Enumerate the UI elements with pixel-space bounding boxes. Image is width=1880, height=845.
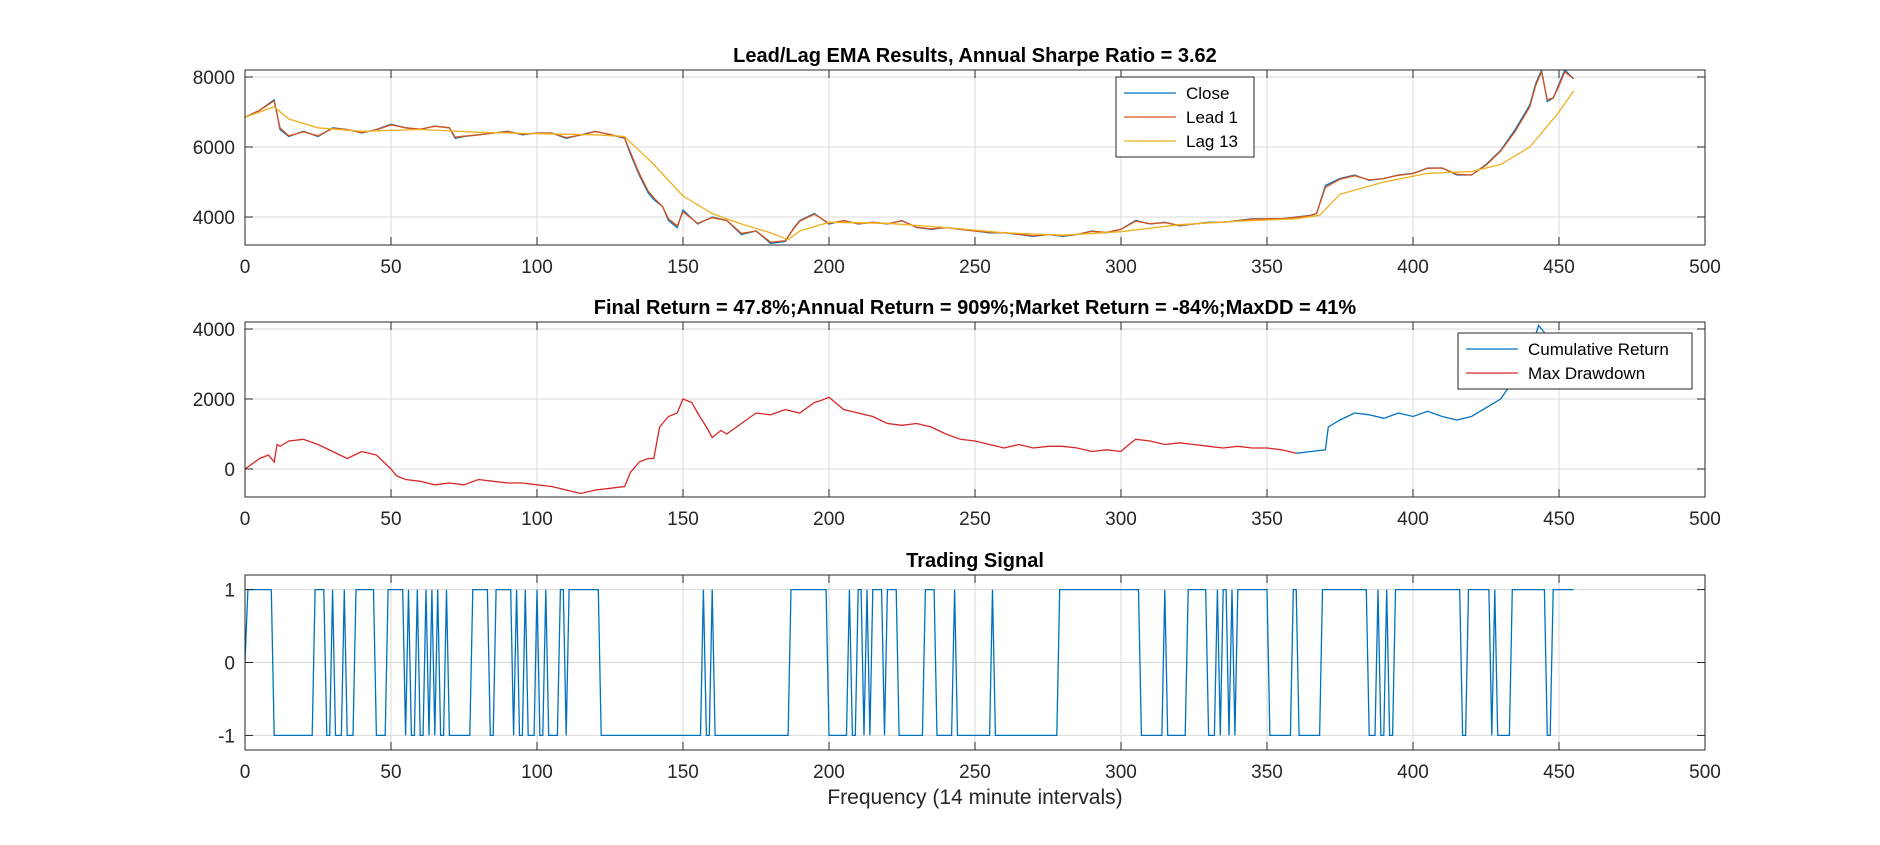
y-tick-label: 4000 bbox=[193, 208, 235, 229]
x-tick-label: 450 bbox=[1543, 257, 1575, 278]
y-tick-label: 2000 bbox=[193, 390, 235, 411]
x-tick-label: 500 bbox=[1689, 762, 1721, 783]
x-tick-label: 250 bbox=[959, 257, 991, 278]
x-tick-label: 500 bbox=[1689, 509, 1721, 530]
x-tick-label: 300 bbox=[1105, 509, 1137, 530]
legend-box bbox=[1457, 332, 1693, 390]
x-tick-label: 150 bbox=[667, 762, 699, 783]
legend-entry: Lag 13 bbox=[1186, 132, 1238, 151]
x-tick-label: 200 bbox=[813, 257, 845, 278]
x-tick-label: 250 bbox=[959, 509, 991, 530]
legend-entry: Close bbox=[1186, 84, 1229, 103]
x-tick-label: 500 bbox=[1689, 257, 1721, 278]
x-tick-label: 400 bbox=[1397, 509, 1429, 530]
x-tick-label: 300 bbox=[1105, 762, 1137, 783]
series-line-lead-1 bbox=[245, 70, 1575, 243]
legend: Close Lead 1 Lag 13 bbox=[1115, 76, 1255, 158]
y-tick-label: 8000 bbox=[193, 68, 235, 89]
chart-title: Final Return = 47.8%;Annual Return = 909… bbox=[594, 297, 1357, 319]
x-tick-label: 250 bbox=[959, 762, 991, 783]
x-tick-label: 350 bbox=[1251, 509, 1283, 530]
x-tick-label: 450 bbox=[1543, 509, 1575, 530]
x-tick-label: 350 bbox=[1251, 257, 1283, 278]
legend-entry: Lead 1 bbox=[1186, 108, 1238, 127]
legend-entry: Cumulative Return bbox=[1528, 340, 1669, 359]
x-tick-label: 450 bbox=[1543, 762, 1575, 783]
x-tick-label: 350 bbox=[1251, 762, 1283, 783]
chart-title: Lead/Lag EMA Results, Annual Sharpe Rati… bbox=[733, 45, 1217, 67]
y-tick-label: 0 bbox=[224, 654, 235, 675]
y-tick-label: -1 bbox=[218, 726, 235, 747]
x-tick-label: 300 bbox=[1105, 257, 1137, 278]
x-tick-label: 200 bbox=[813, 509, 845, 530]
y-tick-label: 4000 bbox=[193, 320, 235, 341]
x-tick-label: 0 bbox=[240, 257, 251, 278]
y-tick-label: 1 bbox=[224, 581, 235, 602]
series-line-signal bbox=[245, 588, 1574, 737]
x-tick-label: 100 bbox=[521, 762, 553, 783]
x-axis-label: Frequency (14 minute intervals) bbox=[827, 786, 1122, 809]
x-tick-label: 150 bbox=[667, 257, 699, 278]
x-tick-label: 0 bbox=[240, 509, 251, 530]
x-tick-label: 150 bbox=[667, 509, 699, 530]
legend: Cumulative Return Max Drawdown bbox=[1457, 332, 1693, 390]
x-tick-label: 100 bbox=[521, 509, 553, 530]
x-tick-label: 400 bbox=[1397, 257, 1429, 278]
legend-entry: Max Drawdown bbox=[1528, 364, 1645, 383]
series-line-lag-13 bbox=[245, 90, 1575, 241]
panel-returns: 0 50 100 150 200 250 300 350 400 450 500 0 2000 4000 F… bbox=[193, 297, 1721, 530]
x-tick-label: 400 bbox=[1397, 762, 1429, 783]
panel-signal: 0 50 100 150 200 250 300 350 400 450 500-101Tradin… bbox=[218, 550, 1721, 809]
x-tick-label: 50 bbox=[380, 762, 401, 783]
x-tick-label: 50 bbox=[380, 257, 401, 278]
series-line-max-drawdown bbox=[245, 396, 1297, 495]
x-tick-label: 0 bbox=[240, 762, 251, 783]
x-tick-label: 200 bbox=[813, 762, 845, 783]
chart-title: Trading Signal bbox=[906, 550, 1044, 572]
panel-price: 0 50 100 150 200 250 300 350 400 450 500 4000 6000 80… bbox=[193, 45, 1721, 278]
x-tick-label: 100 bbox=[521, 257, 553, 278]
y-tick-label: 0 bbox=[224, 460, 235, 481]
y-tick-label: 6000 bbox=[193, 138, 235, 159]
x-tick-label: 50 bbox=[380, 509, 401, 530]
